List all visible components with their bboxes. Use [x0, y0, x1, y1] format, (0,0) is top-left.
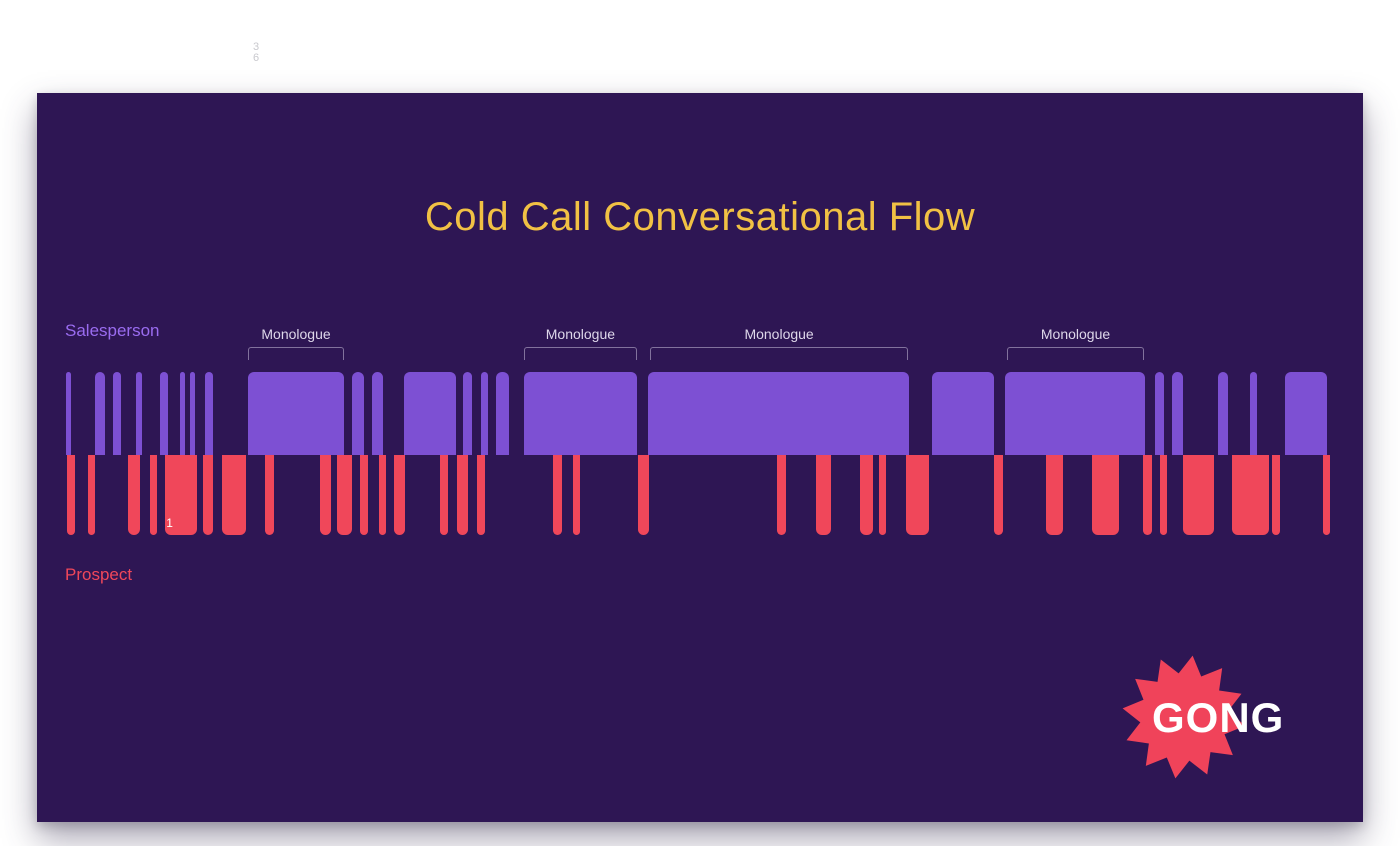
salesperson-speech-bar: [135, 372, 142, 455]
salesperson-speech-bar: [523, 372, 637, 455]
prospect-speech-bar: [378, 455, 386, 535]
monologue-label: Monologue: [545, 326, 616, 342]
salesperson-speech-bar: [481, 372, 488, 455]
prospect-speech-bar: [553, 455, 562, 535]
salesperson-speech-bar: [189, 372, 196, 455]
prospect-speech-bar: [477, 455, 485, 535]
salesperson-speech-bar: [205, 372, 213, 455]
salesperson-speech-bar: [248, 372, 345, 455]
page-marker-top: 3: [253, 41, 260, 53]
prospect-speech-bar: [127, 455, 140, 535]
monologue-label: Monologue: [744, 326, 814, 342]
prospect-speech-bar: [359, 455, 368, 535]
salesperson-speech-bar: [66, 372, 72, 455]
salesperson-speech-bar: [648, 372, 909, 455]
prospect-speech-bar: [336, 455, 353, 535]
prospect-speech-bar: [879, 455, 886, 535]
salesperson-speech-bar: [932, 372, 994, 455]
prospect-speech-bar: [165, 455, 198, 535]
prospect-speech-bar: [264, 455, 274, 535]
prospect-speech-bar: [203, 455, 213, 535]
gong-logo: GONG: [1122, 639, 1337, 799]
prospect-speech-bar: [1272, 455, 1281, 535]
starburst-icon: [1122, 655, 1246, 779]
prospect-speech-bar: [320, 455, 332, 535]
prospect-speech-bar: [394, 455, 406, 535]
prospect-speech-bar: [150, 455, 157, 535]
page-marker-bottom: 6: [253, 52, 260, 64]
gong-logo-text: GONG: [1152, 694, 1284, 741]
monologue-bracket: [650, 347, 909, 360]
salesperson-speech-bar: [495, 372, 509, 455]
salesperson-speech-bar: [1250, 372, 1257, 455]
monologue-bracket: [248, 347, 345, 360]
timeline-bars: 1 Monologue Monologue Monologue Monologue: [65, 326, 1330, 535]
prospect-speech-bar: [1183, 455, 1214, 535]
prospect-speech-bar: [439, 455, 448, 535]
prospect-speech-bar: [457, 455, 469, 535]
monologue-label: Monologue: [1040, 326, 1111, 342]
prospect-track-label: Prospect: [65, 565, 133, 584]
prospect-speech-bar: [776, 455, 786, 535]
prospect-speech-bar: [88, 455, 95, 535]
salesperson-speech-bar: [372, 372, 383, 455]
monologue-annotation: Monologue: [650, 326, 909, 368]
prospect-speech-bar: [860, 455, 874, 535]
salesperson-speech-bar: [179, 372, 186, 455]
salesperson-speech-bar: [352, 372, 365, 455]
salesperson-speech-bar: [1284, 372, 1327, 455]
gong-logo-svg: GONG: [1122, 655, 1284, 779]
prospect-speech-bar: [638, 455, 650, 535]
prospect-speech-bar: [1159, 455, 1167, 535]
monologue-annotation: Monologue: [1007, 326, 1145, 368]
prospect-speech-bar: [1143, 455, 1152, 535]
prospect-speech-bar: [994, 455, 1003, 535]
salesperson-speech-bar: [94, 372, 105, 455]
slide-title: Cold Call Conversational Flow: [424, 195, 976, 239]
monologue-bracket: [523, 347, 637, 360]
salesperson-speech-bar: [1218, 372, 1229, 455]
salesperson-track-label: Salesperson: [65, 321, 160, 340]
slide-canvas: Cold Call Conversational Flow Salesperso…: [37, 93, 1363, 822]
prospect-speech-bar: [1323, 455, 1330, 535]
monologue-annotation: Monologue: [248, 326, 345, 368]
monologue-label: Monologue: [261, 326, 331, 342]
monologue-bracket: [1007, 347, 1145, 360]
prospect-speech-bar: [1092, 455, 1119, 535]
salesperson-speech-bar: [1005, 372, 1146, 455]
background-page-marker: 3 6: [253, 42, 259, 64]
prospect-speech-bar: [67, 455, 75, 535]
prospect-speech-bar: [221, 455, 247, 535]
inline-marker-1: 1: [166, 516, 173, 530]
monologue-annotation: Monologue: [523, 326, 637, 368]
salesperson-speech-bar: [462, 372, 472, 455]
prospect-speech-bar: [1046, 455, 1063, 535]
salesperson-speech-bar: [112, 372, 121, 455]
salesperson-speech-bar: [1172, 372, 1183, 455]
salesperson-speech-bar: [404, 372, 456, 455]
prospect-speech-bar: [905, 455, 929, 535]
salesperson-speech-bar: [1155, 372, 1165, 455]
salesperson-speech-bar: [160, 372, 168, 455]
prospect-speech-bar: [1231, 455, 1269, 535]
prospect-speech-bar: [816, 455, 832, 535]
prospect-speech-bar: [573, 455, 580, 535]
